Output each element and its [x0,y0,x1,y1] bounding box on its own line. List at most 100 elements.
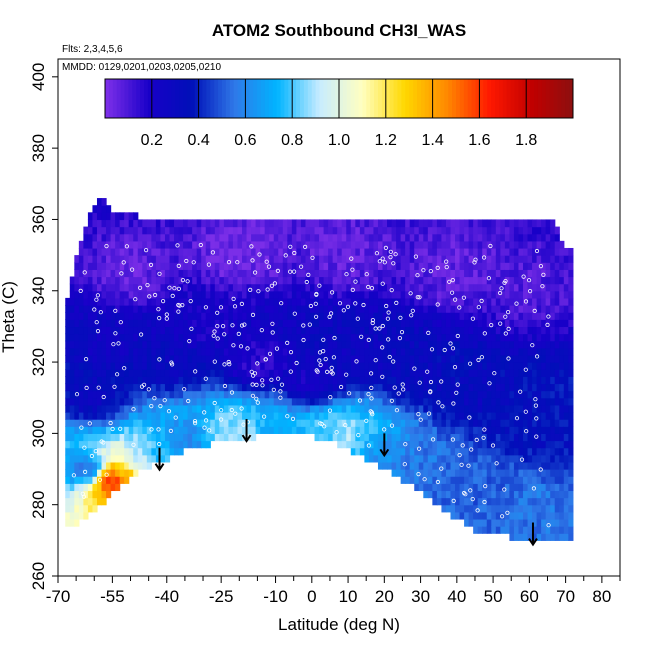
field-cell [346,376,352,385]
field-cell [133,226,139,235]
colorbar-swatch [276,79,281,118]
field-cell [232,312,239,320]
field-cell [568,526,574,534]
field-cell [228,383,234,392]
field-cell [74,354,80,363]
field-cell [495,276,501,285]
field-cell [532,469,538,477]
field-cell [495,383,501,392]
field-cell [323,333,329,342]
field-cell [201,219,207,228]
field-cell [405,354,411,363]
field-cell [115,247,121,256]
sample-point [260,383,265,388]
field-cell [210,433,216,442]
field-cell [332,419,338,427]
field-cell [373,419,379,427]
field-cell [309,226,316,235]
field-cell [332,219,338,228]
field-cell [160,247,166,256]
sample-point [428,389,433,394]
field-cell [160,290,166,299]
field-cell [377,297,384,306]
sample-point [239,406,244,411]
field-cell [355,347,361,356]
field-cell [305,383,311,392]
field-cell [183,369,189,377]
sample-point [104,472,109,477]
field-cell [178,305,184,313]
field-cell [436,469,443,477]
sample-point [403,442,408,447]
field-cell [495,497,501,506]
field-cell [296,219,302,228]
colorbar-swatch [370,79,375,118]
field-cell [164,362,171,370]
field-cell [155,269,162,278]
field-cell [473,247,479,256]
field-cell [491,454,497,463]
field-cell [183,390,189,399]
field-cell [155,276,162,285]
field-cell [119,340,125,349]
field-cell [523,383,529,392]
field-cell [124,383,130,392]
field-cell [400,376,406,385]
field-cell [205,247,211,256]
field-cell [242,383,248,392]
field-cell [568,490,574,499]
field-cell [332,390,338,399]
field-cell [282,240,288,249]
field-cell [477,454,483,463]
field-cell [532,226,538,235]
field-cell [155,226,162,235]
field-cell [178,447,184,456]
sample-point [245,346,250,351]
field-cell [205,333,211,342]
field-cell [133,290,139,299]
field-cell [296,297,302,306]
field-cell [459,219,465,228]
field-cell [305,354,311,363]
field-cell [409,383,415,392]
field-cell [518,340,524,349]
field-cell [309,276,316,285]
colorbar-swatch [557,79,562,118]
field-cell [210,247,216,256]
field-cell [536,397,542,406]
field-cell [568,518,574,527]
field-cell [405,419,411,427]
field-cell [210,226,216,235]
sample-point [459,462,464,467]
field-cell [101,240,107,249]
field-cell [282,247,288,256]
field-cell [405,369,411,377]
field-cell [377,240,384,249]
field-cell [459,247,465,256]
sample-point [435,479,440,485]
field-cell [92,326,98,335]
field-cell [128,461,134,470]
field-cell [468,305,474,313]
sample-point [172,286,177,291]
field-cell [65,518,71,527]
field-cell [251,404,257,413]
field-cell [178,226,184,235]
field-cell [400,411,406,420]
field-cell [169,240,175,249]
field-cell [445,376,452,385]
field-cell [341,354,347,363]
field-cell [368,454,375,463]
field-cell [223,283,230,292]
field-cell [96,426,103,434]
field-cell [405,233,411,242]
field-cell [78,369,84,377]
field-cell [187,305,193,313]
field-cell [405,290,411,299]
field-cell [205,255,211,263]
field-cell [400,440,406,449]
field-cell [232,319,239,328]
field-cell [323,219,329,228]
field-cell [346,240,352,249]
field-cell [504,511,511,520]
